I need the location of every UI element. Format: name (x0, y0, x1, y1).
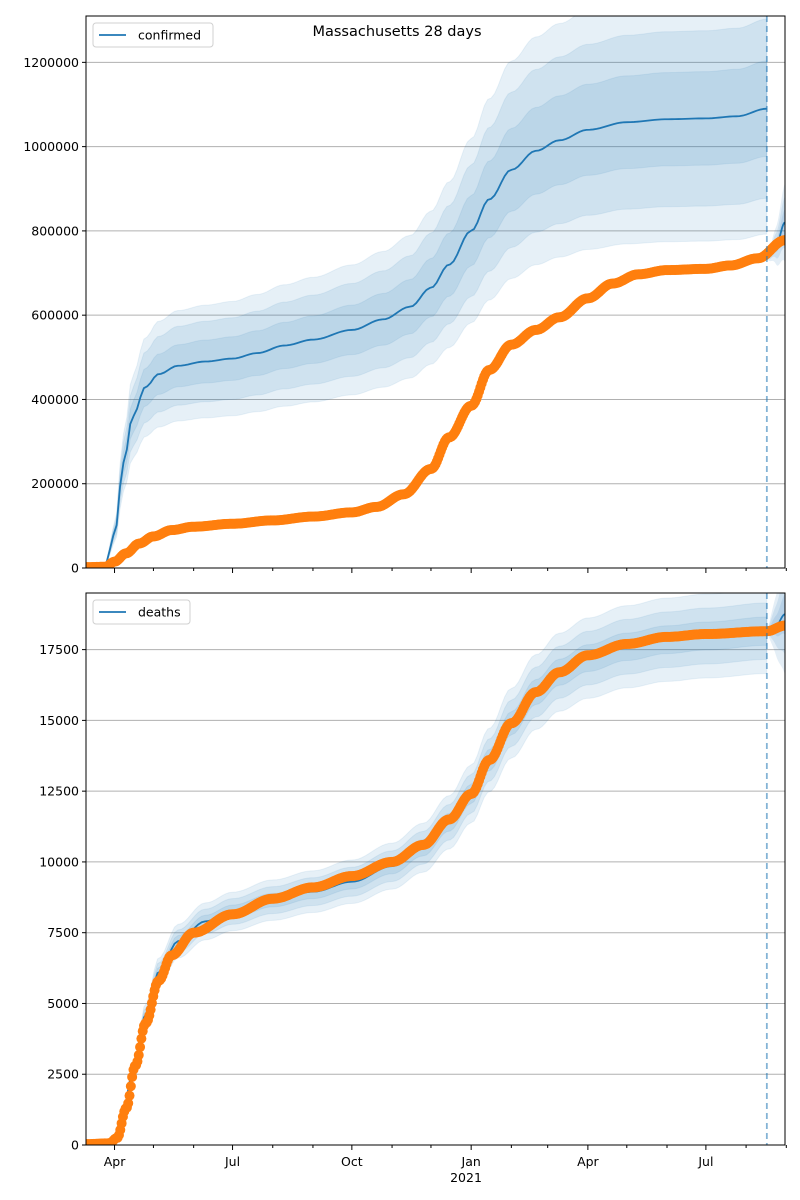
confirmed-panel: 0 200000 400000 600000 800000 1000000 1200000 c… (23, 15, 787, 576)
x-tick-label: Apr (104, 1154, 126, 1169)
x-tick-label: Jul (224, 1154, 240, 1169)
deaths-axes-frame (85, 592, 786, 1146)
x-tick-label: Jan (461, 1154, 481, 1169)
confirmed-axes-frame (85, 15, 786, 569)
confirmed-plot-area (86, 16, 785, 568)
legend-label: confirmed (138, 28, 201, 43)
legend-box (92, 22, 214, 48)
y-tick-label: 200000 (31, 476, 79, 491)
y-tick-label: 15000 (39, 713, 79, 728)
confirmed-legend: confirmed (92, 22, 214, 48)
deaths-observed-point (124, 1090, 135, 1101)
deaths-model-line (86, 630, 767, 1145)
deaths-forecast-band (766, 593, 785, 675)
y-tick-label: 2500 (47, 1067, 79, 1082)
y-tick-label: 800000 (31, 223, 79, 238)
legend-label: deaths (138, 605, 181, 620)
y-tick-label: 0 (71, 561, 79, 576)
deaths-observed-point (123, 1098, 134, 1109)
y-tick-label: 10000 (39, 854, 79, 869)
y-tick-label: 17500 (39, 642, 79, 657)
deaths-observed-point (136, 1033, 147, 1044)
deaths-legend: deaths (92, 599, 191, 625)
x-year-label: 2021 (450, 1170, 482, 1185)
deaths-observed-point (133, 1050, 144, 1061)
confirmed-model-line (86, 107, 767, 568)
y-tick-label: 600000 (31, 308, 79, 323)
deaths-observed-points (86, 620, 785, 1145)
confirmed-observed-point (780, 235, 785, 246)
deaths-plot-area (86, 593, 785, 1145)
chart-title: Massachusetts 28 days (312, 24, 481, 40)
y-tick-label: 7500 (47, 925, 79, 940)
deaths-uncertainty-band-2 (86, 602, 768, 1145)
deaths-uncertainty-band-3 (86, 616, 768, 1145)
deaths-observed-point (780, 620, 785, 631)
y-tick-label: 5000 (47, 996, 79, 1011)
y-tick-label: 1000000 (23, 139, 79, 154)
x-tick-label: Apr (577, 1154, 599, 1169)
deaths-observed-point (135, 1042, 146, 1053)
legend-box (92, 599, 191, 625)
y-tick-label: 1200000 (23, 55, 79, 70)
y-tick-label: 0 (71, 1138, 79, 1153)
deaths-observed-point (125, 1081, 136, 1092)
y-tick-label: 12500 (39, 784, 79, 799)
x-tick-label: Oct (341, 1154, 363, 1169)
deaths-uncertainty-band-1 (86, 593, 768, 1145)
y-tick-label: 400000 (31, 392, 79, 407)
x-tick-label: Jul (697, 1154, 713, 1169)
confirmed-observed-points (86, 235, 785, 568)
x-axis-labels: Apr Jul Oct Jan Apr Jul (104, 1154, 714, 1169)
deaths-panel: 0 2500 5000 7500 10000 12500 15000 17500 deaths (39, 592, 787, 1153)
